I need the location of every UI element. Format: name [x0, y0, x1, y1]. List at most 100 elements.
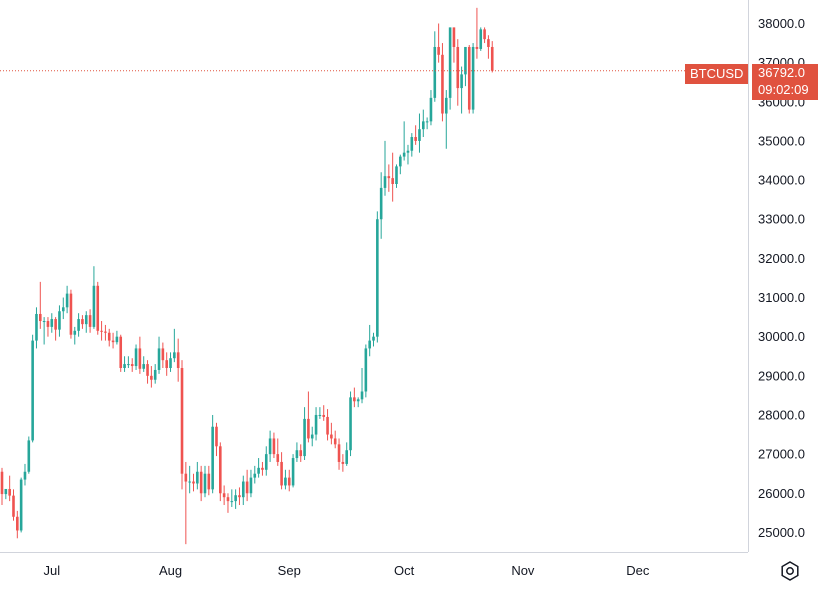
price-tick-label: 38000.0 [758, 16, 805, 31]
candle [173, 328, 176, 363]
candle [104, 324, 107, 341]
candle [215, 422, 218, 457]
price-tick-label: 25000.0 [758, 525, 805, 540]
candle [295, 442, 299, 462]
candle-body [287, 477, 291, 486]
candle [134, 344, 138, 370]
candle [253, 465, 257, 484]
candle-body [50, 319, 54, 327]
candle [467, 45, 471, 114]
candle [184, 461, 188, 545]
candle [349, 391, 352, 457]
candle-body [402, 152, 406, 157]
candle-body [169, 358, 172, 368]
candle-body [418, 129, 421, 141]
time-axis[interactable]: Jul Aug Sep Oct Nov Dec [43, 563, 649, 578]
candle-body [127, 364, 130, 366]
candle [414, 125, 417, 145]
candle [23, 463, 27, 486]
candle-body [207, 473, 211, 490]
chart-settings-button[interactable] [779, 560, 801, 582]
candle-body [318, 414, 322, 416]
candle-body [161, 348, 165, 361]
candle [192, 473, 195, 492]
price-tick-label: 28000.0 [758, 407, 805, 422]
candle [84, 311, 88, 333]
candle [364, 344, 368, 398]
candle-body [429, 97, 433, 122]
price-tick-label: 26000.0 [758, 486, 805, 501]
candle [226, 493, 230, 513]
candle-body [261, 467, 264, 470]
price-tick-label: 32000.0 [758, 251, 805, 266]
candle [61, 297, 65, 320]
candle-body [46, 321, 50, 327]
price-tick-label: 33000.0 [758, 212, 805, 227]
candle-body [219, 446, 222, 494]
candle [314, 407, 318, 441]
candle-body [134, 348, 138, 367]
candle [115, 330, 119, 345]
candle-body [4, 488, 8, 495]
candle [490, 41, 494, 73]
candle-body [42, 321, 46, 323]
candle-body [211, 426, 214, 490]
candle-body [383, 176, 387, 188]
candle-body [425, 121, 429, 123]
candle-body [238, 495, 241, 498]
candle-body [479, 29, 483, 49]
candle [372, 332, 375, 347]
candle [330, 422, 333, 445]
candle [65, 285, 69, 314]
candle [123, 356, 126, 372]
candle-body [88, 315, 92, 327]
candle [399, 154, 402, 175]
candle [249, 469, 253, 498]
candle-body [341, 461, 345, 464]
candle [268, 430, 272, 462]
candle-body [16, 516, 19, 531]
candle-body [284, 477, 287, 486]
candle [379, 172, 383, 239]
candle [19, 477, 23, 533]
time-tick-label: Oct [394, 563, 415, 578]
candle-body [234, 495, 237, 502]
candle [207, 465, 211, 496]
candle [234, 489, 237, 509]
candle-body [264, 454, 268, 470]
settings-icon [781, 561, 799, 581]
candle [39, 281, 42, 329]
candle-body [475, 46, 479, 49]
candle-body [100, 330, 103, 332]
candle [50, 313, 54, 333]
candle-body [471, 46, 475, 110]
candle [146, 360, 149, 384]
candle [27, 436, 31, 474]
candle [391, 152, 394, 202]
candle-body [276, 454, 280, 462]
candle [310, 426, 314, 447]
candle-body [356, 399, 360, 402]
candle-body [226, 497, 230, 502]
candle-body [81, 319, 84, 325]
candle [127, 356, 130, 368]
candle [303, 407, 306, 460]
candle-body [27, 440, 31, 472]
price-tick-label: 27000.0 [758, 447, 805, 462]
candle [46, 317, 50, 337]
candle-body [107, 332, 111, 341]
candle-body [184, 473, 188, 482]
candle [422, 109, 425, 138]
candle-body [54, 319, 57, 330]
candle [96, 281, 100, 335]
bar-countdown: 09:02:09 [758, 82, 809, 97]
candle-body [65, 293, 69, 308]
candle [326, 409, 329, 441]
candle-body [387, 176, 391, 179]
price-axis[interactable]: 25000.0 26000.0 27000.0 28000.0 29000.0 30000… [758, 16, 805, 540]
candle-body [452, 27, 456, 47]
candle-body [111, 340, 115, 343]
candle-body [58, 311, 61, 330]
